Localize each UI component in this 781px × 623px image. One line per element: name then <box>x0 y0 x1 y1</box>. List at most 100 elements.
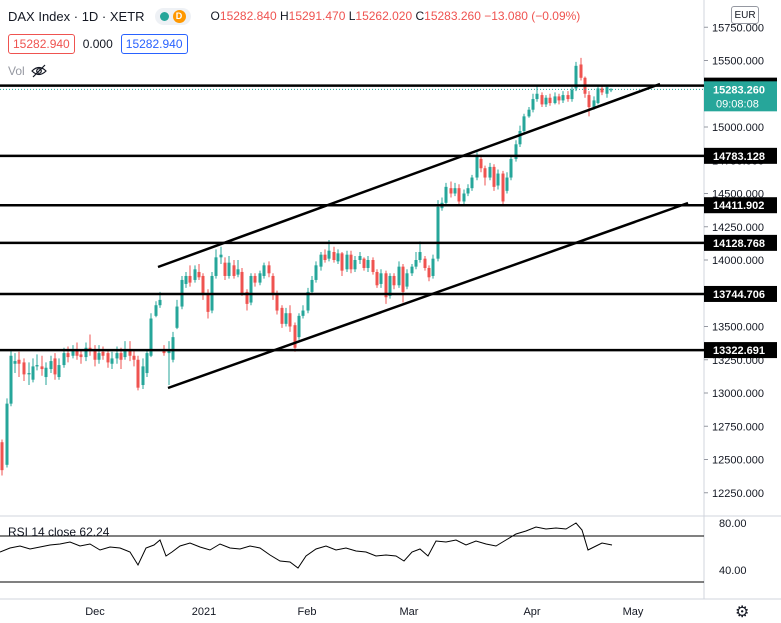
level-label: 14128.768 <box>713 238 765 250</box>
candle-body <box>557 96 561 101</box>
candle-body <box>323 254 327 260</box>
candle-body <box>245 291 249 304</box>
candle-body <box>258 273 262 283</box>
candle-body <box>379 273 383 284</box>
current-price-label: 15283.260 <box>713 84 765 96</box>
candle-body <box>17 359 21 364</box>
candle-body <box>106 353 110 363</box>
price-tick-label: 15000.000 <box>712 122 764 134</box>
level-label-box <box>704 342 777 359</box>
candle-body <box>470 177 474 189</box>
candle-body <box>496 173 500 186</box>
price-tick-label: 15750.000 <box>712 22 764 34</box>
price-tick-label: 15500.000 <box>712 56 764 68</box>
candle-body <box>444 186 448 203</box>
spread-value: 0.000 <box>82 37 113 51</box>
candle-body <box>457 188 461 202</box>
level-label-box <box>704 234 777 251</box>
candle-body <box>13 361 17 364</box>
candle-body <box>345 254 349 270</box>
candle-body <box>115 353 119 359</box>
candle-body <box>453 188 457 194</box>
candle-body <box>301 310 305 316</box>
buy-button[interactable]: 15282.940 <box>120 34 188 54</box>
candle-body <box>297 315 301 338</box>
candle-body <box>431 258 435 276</box>
candle-body <box>479 158 483 169</box>
candle-body <box>397 266 401 286</box>
candle-body <box>44 367 48 378</box>
candle-body <box>570 89 574 100</box>
candle-body <box>566 95 570 100</box>
candle-body <box>596 88 600 104</box>
candle-body <box>240 271 244 294</box>
candle-body <box>366 260 370 268</box>
candle-body <box>40 366 44 370</box>
high-value: 15291.470 <box>288 9 346 23</box>
candle-body <box>49 361 53 370</box>
candle-body <box>553 96 557 104</box>
ohlc-values: O15282.840 H15291.470 L15262.020 C15283.… <box>210 9 581 23</box>
candle-body <box>466 188 470 194</box>
candle-body <box>62 353 66 366</box>
candle-body <box>332 252 336 260</box>
channel-lower-line[interactable] <box>167 201 689 390</box>
gear-icon[interactable]: ⚙ <box>735 604 750 621</box>
candle-body <box>93 350 97 360</box>
currency-badge[interactable]: EUR <box>731 6 759 24</box>
candle-body <box>327 250 331 259</box>
order-row: 15282.940 0.000 15282.940 <box>8 34 188 54</box>
candle-body <box>57 365 61 378</box>
candle-body <box>101 351 105 356</box>
volume-legend: Vol <box>8 64 47 78</box>
candle-body <box>128 350 132 356</box>
candle-body <box>600 88 604 93</box>
candle-body <box>592 100 596 108</box>
candle-body <box>531 99 535 110</box>
candle-body <box>418 252 422 260</box>
candle-body <box>492 166 496 187</box>
price-tick-label: 14000.000 <box>712 255 764 267</box>
time-axis-label: Feb <box>298 606 317 618</box>
candle-body <box>358 256 362 260</box>
candle-body <box>436 206 440 259</box>
candle-body <box>145 353 149 374</box>
candle-body <box>154 305 158 316</box>
candle-body <box>136 359 140 388</box>
eye-off-icon[interactable] <box>30 64 47 78</box>
candle-body <box>149 318 153 356</box>
candle-body <box>232 265 236 276</box>
candle-body <box>293 325 297 348</box>
candle-body <box>236 269 240 275</box>
sell-button[interactable]: 15282.940 <box>8 34 75 54</box>
candle-body <box>488 166 492 178</box>
time-axis-label: 2021 <box>192 606 216 618</box>
candle-body <box>9 355 13 404</box>
candle-body <box>271 275 275 295</box>
candle-body <box>158 299 162 306</box>
market-status-pill[interactable]: D <box>154 7 191 25</box>
candle-body <box>214 257 218 276</box>
price-tick-label: 13000.000 <box>712 388 764 400</box>
candle-body <box>501 173 505 202</box>
price-tick-label: 13500.000 <box>712 322 764 334</box>
candle-body <box>288 313 292 327</box>
candle-body <box>449 188 453 194</box>
chart-header: DAX Index · 1D · XETR D O15282.840 H1529… <box>8 6 580 26</box>
candle-body <box>574 65 578 89</box>
delayed-badge: D <box>172 9 186 23</box>
close-value: 15283.260 <box>424 9 481 23</box>
candle-body <box>423 258 427 268</box>
level-label: 14411.902 <box>713 200 764 212</box>
price-tick-label: 12750.000 <box>712 421 764 433</box>
level-label: 13744.706 <box>713 289 765 301</box>
candle-body <box>249 275 253 303</box>
candle-body <box>548 97 552 104</box>
candle-body <box>284 313 288 324</box>
symbol-title[interactable]: DAX Index · 1D · XETR <box>8 8 145 24</box>
candle-body <box>0 442 4 471</box>
candle-body <box>384 273 388 298</box>
channel-upper-line[interactable] <box>157 82 661 269</box>
candle-body <box>206 293 210 312</box>
